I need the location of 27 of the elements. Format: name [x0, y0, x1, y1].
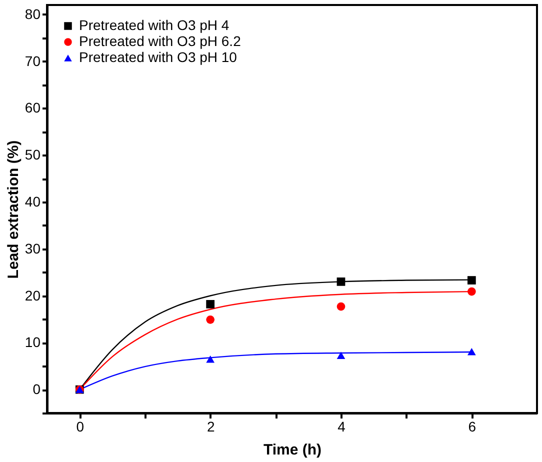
point: [206, 316, 215, 324]
point: [206, 355, 215, 363]
point: [467, 276, 476, 284]
x-tick-label: 4: [338, 418, 346, 434]
y-tick-label: 20: [24, 287, 41, 304]
x-axis-title: Time (h): [263, 442, 322, 458]
point: [336, 302, 346, 311]
y-tick-label: 10: [24, 334, 41, 350]
point: [336, 352, 346, 359]
y-tick-label: 70: [24, 52, 41, 69]
x-tick-label: 0: [76, 418, 84, 434]
point: [336, 278, 346, 286]
point: [467, 287, 476, 296]
y-tick-label: 30: [24, 240, 41, 256]
point: [467, 348, 476, 356]
y-tick-label: 60: [24, 100, 41, 116]
x-tick-label: 2: [206, 418, 215, 434]
y-tick-label: 0: [32, 381, 41, 398]
legend-label: Pretreated with O3 pH 10: [79, 49, 238, 65]
x-tick-label: 6: [468, 418, 476, 434]
legend-label: Pretreated with O3 pH 4: [79, 17, 230, 33]
y-tick-label: 40: [24, 193, 41, 210]
y-tick-label: 50: [24, 146, 41, 163]
y-axis-title: Lead extraction (%): [4, 140, 22, 279]
point: [206, 300, 215, 308]
legend-label: Pretreated with O3 pH 6.2: [79, 33, 242, 49]
y-tick-label: 80: [24, 6, 41, 22]
